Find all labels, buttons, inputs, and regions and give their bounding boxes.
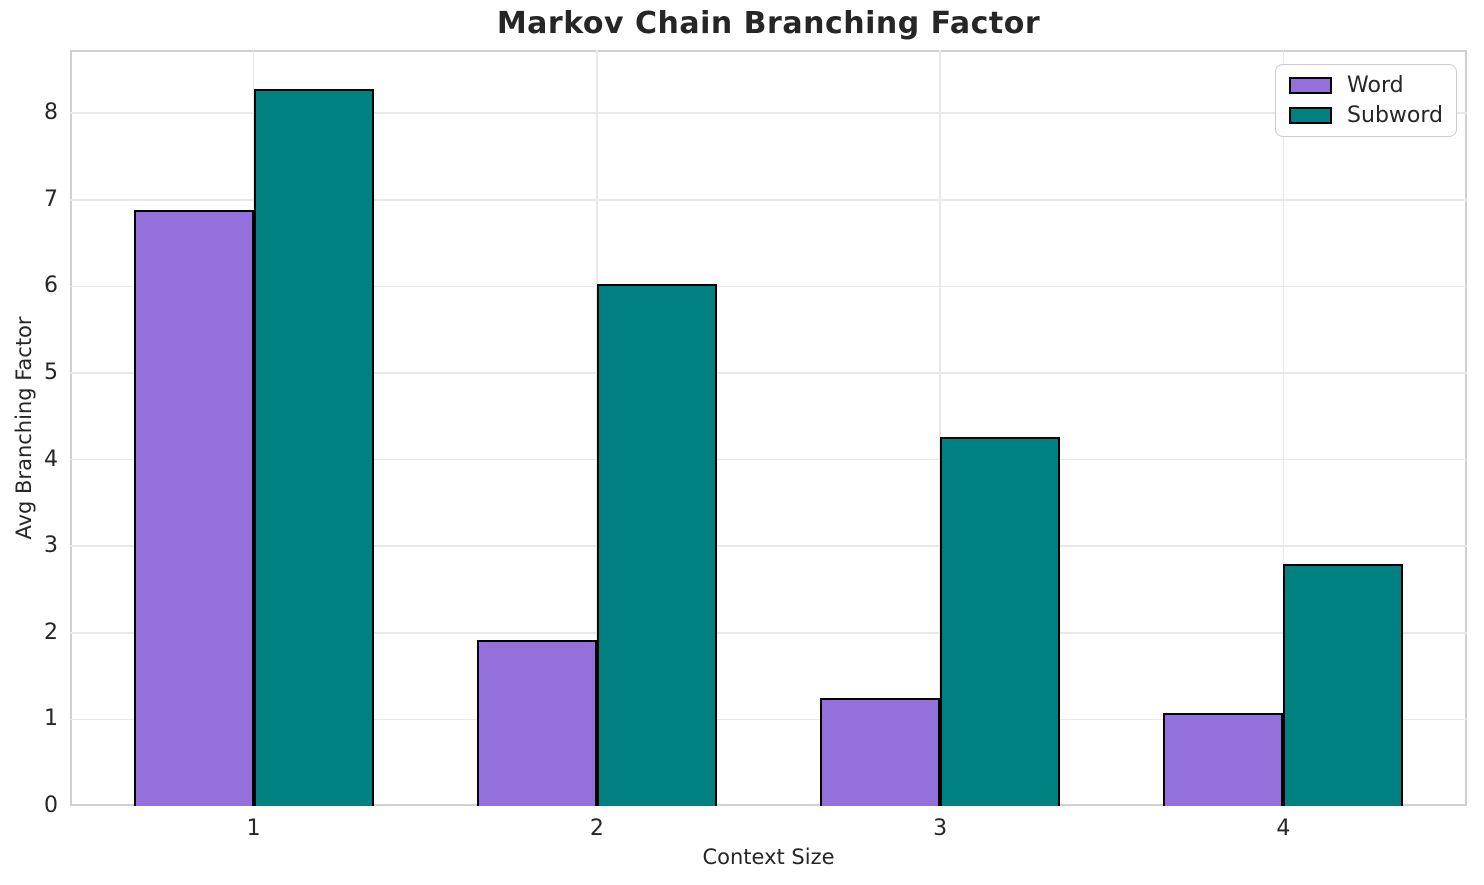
legend-swatch-subword bbox=[1289, 107, 1333, 124]
x-tick-label: 4 bbox=[1276, 816, 1291, 841]
y-axis-label: Avg Branching Factor bbox=[12, 316, 36, 540]
x-tick-label: 3 bbox=[933, 816, 948, 841]
legend-label: Word bbox=[1347, 73, 1404, 98]
plot-area bbox=[70, 50, 1467, 806]
legend-swatch-word bbox=[1289, 77, 1333, 94]
x-tick-label: 2 bbox=[589, 816, 604, 841]
legend-row: Word bbox=[1289, 73, 1443, 98]
legend-row: Subword bbox=[1289, 103, 1443, 128]
y-tick-label: 8 bbox=[44, 100, 58, 126]
y-tick-label: 7 bbox=[44, 186, 58, 212]
y-tick-label: 2 bbox=[44, 619, 58, 645]
y-tick-label: 1 bbox=[44, 706, 58, 732]
x-tick-label: 1 bbox=[246, 816, 261, 841]
legend-label: Subword bbox=[1347, 103, 1443, 128]
chart-title: Markov Chain Branching Factor bbox=[496, 6, 1041, 41]
y-tick-label: 6 bbox=[44, 273, 58, 299]
x-axis-label: Context Size bbox=[702, 845, 835, 869]
y-tick-label: 0 bbox=[44, 793, 58, 818]
legend: Word Subword bbox=[1275, 64, 1457, 137]
